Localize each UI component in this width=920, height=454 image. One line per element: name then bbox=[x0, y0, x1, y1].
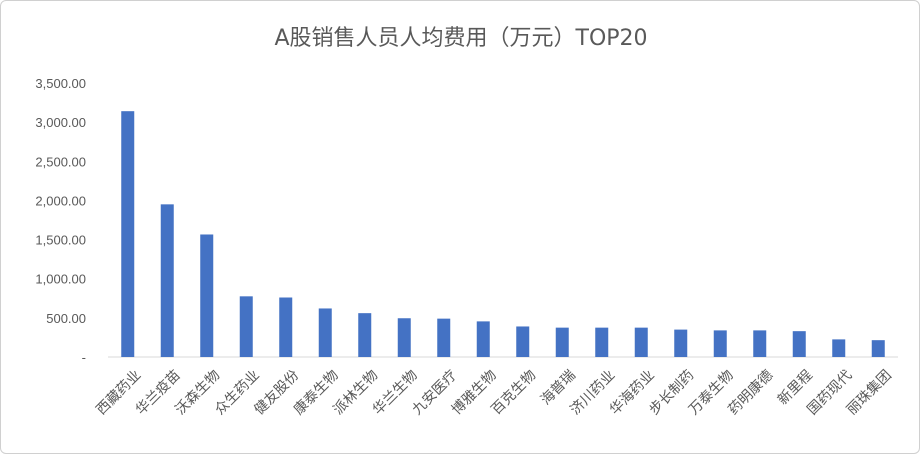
y-tick-label: 3,500.00 bbox=[35, 76, 86, 91]
y-axis-ticks: - 500.00 1,000.00 1,500.00 2,000.00 2,500.00 3… bbox=[35, 76, 86, 365]
y-tick-label: 1,000.00 bbox=[35, 272, 86, 287]
chart-title: A股销售人员人均费用（万元）TOP20 bbox=[274, 26, 647, 51]
bar bbox=[239, 296, 253, 357]
bar bbox=[595, 327, 609, 357]
bar bbox=[555, 327, 569, 357]
y-tick-label: 2,500.00 bbox=[35, 154, 86, 169]
bar bbox=[792, 331, 806, 357]
bar bbox=[753, 330, 767, 357]
x-axis-ticks: 西藏药业华兰疫苗沃森生物众生药业健友股份康泰生物派林生物华兰生物九安医疗博雅生物… bbox=[93, 367, 894, 419]
bar bbox=[674, 329, 688, 357]
y-tick-label: 2,000.00 bbox=[35, 193, 86, 208]
bar bbox=[713, 330, 727, 357]
bar bbox=[516, 326, 530, 357]
bar bbox=[437, 318, 451, 357]
bar bbox=[832, 339, 846, 357]
bar bbox=[476, 321, 490, 357]
bars bbox=[121, 111, 885, 357]
bar bbox=[871, 340, 885, 357]
bar bbox=[160, 204, 174, 357]
bar bbox=[358, 313, 372, 357]
bar bbox=[121, 111, 135, 357]
bar bbox=[200, 234, 214, 357]
y-tick-label: 1,500.00 bbox=[35, 233, 86, 248]
bar bbox=[279, 297, 293, 357]
y-tick-label: 3,000.00 bbox=[35, 115, 86, 130]
bar bbox=[397, 318, 411, 357]
y-tick-label: 500.00 bbox=[46, 311, 86, 326]
bar bbox=[318, 308, 332, 357]
y-tick-label: - bbox=[82, 350, 86, 365]
bar bbox=[634, 327, 648, 357]
